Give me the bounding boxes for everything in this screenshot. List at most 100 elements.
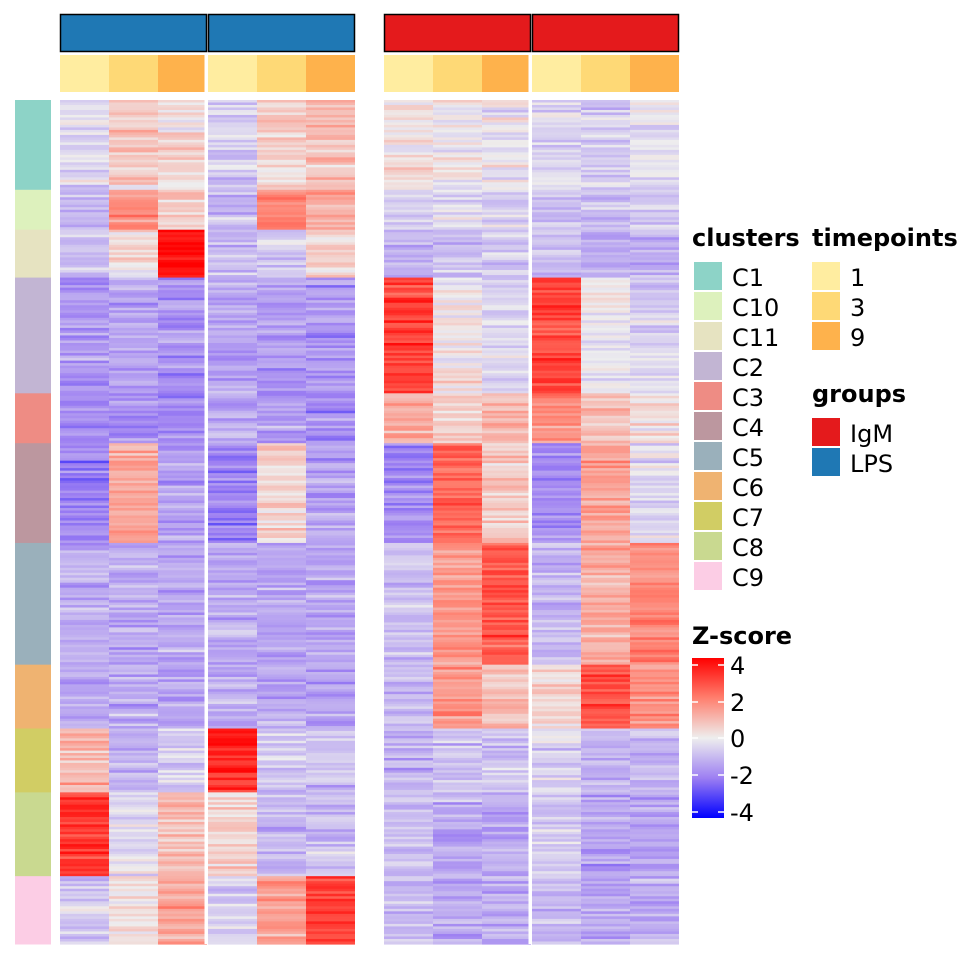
heatmap-cell [257, 189, 306, 193]
heatmap-cell [433, 478, 482, 482]
heatmap-cell [384, 936, 433, 940]
heatmap-cell [60, 921, 109, 925]
heatmap-cell [208, 410, 257, 414]
heatmap-cell [60, 488, 109, 492]
heatmap-cell [60, 525, 109, 529]
heatmap-cell [109, 535, 158, 539]
heatmap-cell [482, 322, 531, 326]
heatmap-cell [482, 703, 531, 708]
heatmap-cell [158, 448, 207, 452]
heatmap-cell [384, 893, 433, 897]
heatmap-cell [581, 252, 630, 256]
heatmap-cell [60, 232, 109, 236]
heatmap-cell [158, 254, 207, 259]
heatmap-cell [257, 629, 306, 633]
heatmap-cell [306, 264, 355, 269]
heatmap-cell [158, 107, 207, 111]
heatmap-cell [257, 642, 306, 646]
heatmap-cell [109, 262, 158, 266]
heatmap-cell [581, 898, 630, 902]
heatmap-cell [60, 824, 109, 828]
heatmap-cell [482, 415, 531, 419]
heatmap-cell [482, 523, 531, 527]
heatmap-cell [208, 868, 257, 872]
heatmap-cell [158, 807, 207, 811]
heatmap-cell [208, 748, 257, 752]
heatmap-cell [208, 679, 257, 683]
heatmap-cell [581, 348, 630, 352]
heatmap-cell [60, 353, 109, 357]
heatmap-cell [433, 610, 482, 614]
heatmap-cell [109, 109, 158, 114]
heatmap-cell [109, 388, 158, 392]
heatmap-cell [257, 119, 306, 124]
heatmap-cell [306, 565, 355, 569]
heatmap-cell [581, 430, 630, 434]
heatmap-cell [482, 853, 531, 858]
heatmap-cell [208, 753, 257, 757]
heatmap-cell [433, 928, 482, 933]
heatmap-cell [630, 102, 679, 106]
heatmap-cell [581, 846, 630, 850]
heatmap-cell [384, 199, 433, 203]
heatmap-cell [630, 926, 679, 930]
heatmap-cell [208, 644, 257, 648]
heatmap-cell [532, 202, 581, 206]
heatmap-cell [306, 259, 355, 264]
heatmap-cell [581, 612, 630, 616]
heatmap-cell [630, 809, 679, 813]
heatmap-cell [384, 129, 433, 134]
heatmap-cell [630, 184, 679, 188]
heatmap-cell [158, 132, 207, 136]
heatmap-cell [109, 775, 158, 779]
heatmap-cell [581, 597, 630, 601]
heatmap-cell [581, 119, 630, 124]
heatmap-cell [208, 254, 257, 259]
heatmap-cell [306, 547, 355, 551]
heatmap-cell [630, 590, 679, 594]
heatmap-cell [630, 777, 679, 781]
heatmap-cell [433, 275, 482, 279]
heatmap-cell [257, 490, 306, 494]
heatmap-cell [581, 295, 630, 299]
heatmap-cell [433, 114, 482, 119]
heatmap-cell [306, 214, 355, 218]
heatmap-cell [532, 681, 581, 685]
heatmap-cell [532, 652, 581, 656]
heatmap-cell [532, 383, 581, 387]
heatmap-cell [257, 614, 306, 619]
timepoint-annotation-3 [433, 55, 482, 92]
heatmap-cell [581, 189, 630, 193]
heatmap-cell [158, 716, 207, 720]
heatmap-cell [630, 340, 679, 344]
heatmap-cell [257, 353, 306, 357]
heatmap-cell [306, 257, 355, 261]
heatmap-cell [158, 515, 207, 519]
heatmap-cell [306, 297, 355, 301]
heatmap-cell [581, 237, 630, 241]
heatmap-cell [630, 320, 679, 324]
heatmap-cell [532, 726, 581, 730]
heatmap-cell [158, 681, 207, 685]
heatmap-cell [109, 807, 158, 811]
heatmap-cell [60, 936, 109, 940]
heatmap-cell [109, 679, 158, 683]
heatmap-cell [581, 595, 630, 599]
heatmap-cell [581, 527, 630, 532]
heatmap-cell [482, 906, 531, 910]
heatmap-cell [158, 342, 207, 347]
heatmap-cell [433, 582, 482, 586]
heatmap-cell [482, 535, 531, 539]
heatmap-cell [306, 886, 355, 890]
heatmap-cell [208, 468, 257, 472]
heatmap-cell [433, 167, 482, 171]
heatmap-cell [433, 730, 482, 735]
heatmap-cell [433, 107, 482, 111]
heatmap-cell [532, 809, 581, 813]
group-legend-swatch-igm [812, 418, 840, 446]
heatmap-cell [630, 458, 679, 462]
heatmap-cell [60, 657, 109, 661]
heatmap-cell [482, 891, 531, 895]
heatmap-cell [306, 637, 355, 641]
heatmap-cell [208, 117, 257, 121]
